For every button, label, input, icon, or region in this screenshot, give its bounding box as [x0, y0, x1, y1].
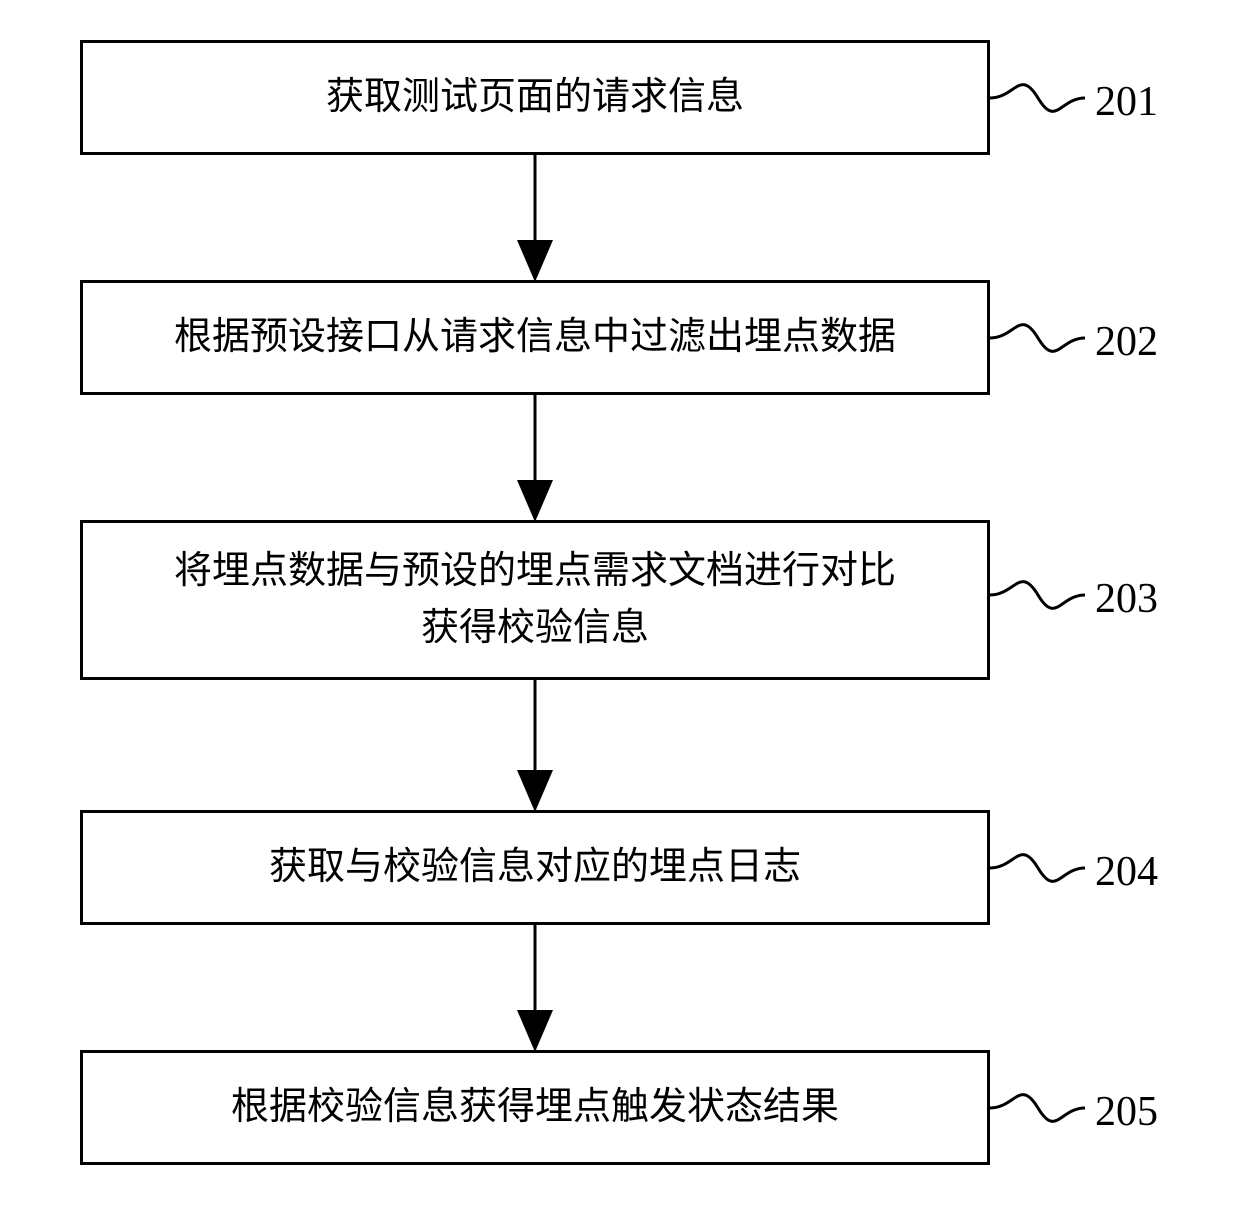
- squiggle-4: [990, 855, 1085, 882]
- step-label-4: 204: [1095, 848, 1158, 896]
- squiggle-2: [990, 325, 1085, 352]
- flow-node-2: 根据预设接口从请求信息中过滤出埋点数据: [80, 280, 990, 395]
- step-label-1: 201: [1095, 78, 1158, 126]
- step-label-5: 205: [1095, 1088, 1158, 1136]
- flow-node-3: 将埋点数据与预设的埋点需求文档进行对比 获得校验信息: [80, 520, 990, 680]
- flowchart-canvas: 获取测试页面的请求信息 根据预设接口从请求信息中过滤出埋点数据 将埋点数据与预设…: [0, 0, 1240, 1216]
- step-label-2: 202: [1095, 318, 1158, 366]
- flow-node-3-text: 将埋点数据与预设的埋点需求文档进行对比 获得校验信息: [174, 543, 896, 657]
- flow-node-2-text: 根据预设接口从请求信息中过滤出埋点数据: [174, 309, 896, 366]
- squiggle-3: [990, 582, 1085, 609]
- squiggle-1: [990, 85, 1085, 112]
- flow-node-1: 获取测试页面的请求信息: [80, 40, 990, 155]
- squiggle-5: [990, 1095, 1085, 1122]
- flow-node-4: 获取与校验信息对应的埋点日志: [80, 810, 990, 925]
- flow-node-4-text: 获取与校验信息对应的埋点日志: [269, 839, 801, 896]
- flow-node-1-text: 获取测试页面的请求信息: [326, 69, 744, 126]
- step-label-3: 203: [1095, 575, 1158, 623]
- flow-node-5: 根据校验信息获得埋点触发状态结果: [80, 1050, 990, 1165]
- flow-node-5-text: 根据校验信息获得埋点触发状态结果: [231, 1079, 839, 1136]
